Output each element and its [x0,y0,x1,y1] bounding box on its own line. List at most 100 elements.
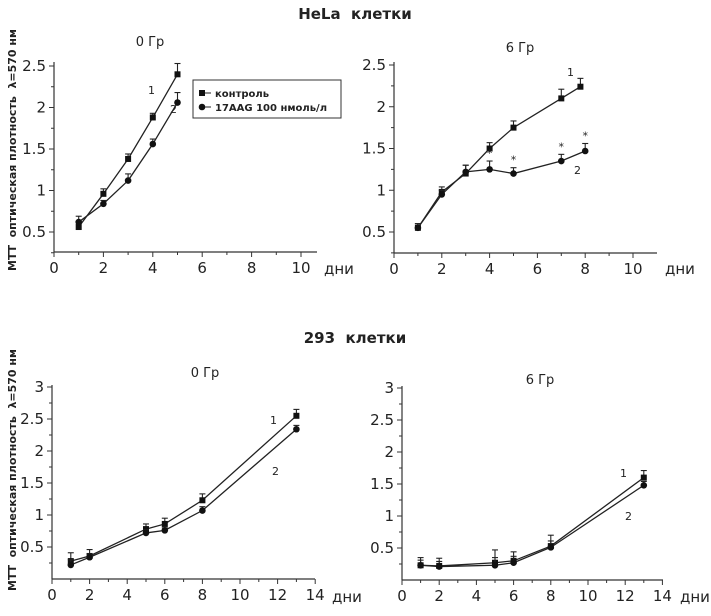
y-tick-label: 2 [384,443,394,461]
data-point-square [558,95,565,102]
data-point-circle [199,507,206,514]
y-tick-label: 0.5 [362,223,386,241]
data-point-circle [435,563,443,570]
series-line-2 [420,484,645,568]
data-point-circle [510,170,517,177]
legend: контроль 17AAG 100 нмоль/л [192,79,342,119]
data-point-circle [491,561,499,569]
group-title-293: 293 клетки [304,329,406,347]
data-point-circle [293,425,300,433]
y-tick-label: 2.5 [362,56,386,74]
y-tick-label: 2 [376,98,386,116]
x-tick-label: 2 [434,587,444,605]
series-line-2 [70,428,297,566]
legend-marker-circle [198,103,206,111]
y-tick-label: 0.5 [370,539,394,557]
y-tick-label: 1.5 [362,140,386,158]
x-tick-label: 12 [268,586,287,604]
data-point-circle [438,191,446,198]
curve-label-1: 1 [620,467,627,480]
data-point-square [174,71,181,78]
group-title-hela: HeLa клетки [298,5,412,23]
data-point-circle [486,166,493,173]
series-line-1 [420,477,645,567]
data-point-circle [547,544,555,551]
significance-asterisk: * [511,154,517,167]
data-point-circle [86,553,93,561]
data-point-square [510,124,517,131]
x-tick-label: 4 [485,260,495,278]
x-tick-label: 14 [306,586,325,604]
series-line-2 [78,102,179,223]
y-tick-label: 0.5 [22,223,46,241]
y-tick-label: 1 [34,506,44,524]
data-point-circle [510,559,517,567]
x-tick-label: 8 [546,587,556,605]
x-tick-label: 0 [49,259,59,277]
x-tick-label: 6 [197,259,207,277]
significance-asterisk: * [487,147,493,160]
x-tick-label: 10 [291,259,310,277]
x-tick-label: 6 [160,586,170,604]
data-point-circle [161,527,169,534]
x-tick-label: 10 [623,260,642,278]
panel-title: 6 Гр [506,41,535,56]
y-tick-label: 1 [384,507,394,525]
y-tick-label: 1.5 [20,474,44,492]
data-point-circle [417,561,424,569]
curve-label-2: 2 [272,465,279,478]
data-point-square [161,520,168,527]
series-line-1 [78,73,179,228]
panel-title: 6 Гр [526,373,555,388]
data-point-circle [142,529,150,537]
curve-label-2: 2 [170,103,177,116]
data-point-circle [75,218,82,226]
y-axis-label-top: МТТ оптическая плотность λ=570 нм [6,29,19,271]
x-tick-label: 0 [389,260,399,278]
chart-panel-2: 0 2 4 6 8 10 0.5 1 1.5 2 2.5 6 Гр дни 1 * * * * 2 [362,41,695,278]
x-tick-label: 8 [247,259,257,277]
chart-panel-1: 0 2 4 6 8 10 0.5 1 1.5 2 2.5 0 Гр дни 1 2 контроль 17AAG… [22,35,354,278]
data-point-circle [124,177,132,184]
y-tick-label: 2.5 [20,410,44,428]
y-tick-label: 1.5 [370,475,394,493]
data-point-square [199,497,206,504]
data-point-square [486,145,493,152]
x-tick-label: 14 [653,587,672,605]
x-tick-label: 6 [533,260,543,278]
data-point-circle [640,481,648,489]
data-point-square [100,190,107,197]
y-tick-label: 1 [36,182,46,200]
data-point-circle [414,224,422,232]
x-tick-label: 0 [47,586,57,604]
x-tick-label: 0 [397,587,407,605]
x-tick-label: 2 [99,259,109,277]
curve-label-1: 1 [567,66,574,79]
panel-title: 0 Гр [136,35,165,50]
series-line-1 [70,415,297,562]
y-tick-label: 3 [34,378,44,396]
data-point-square [293,412,300,419]
x-tick-label: 6 [509,587,519,605]
y-axis-label-bottom: МТТ оптическая плотность λ=570 нм [6,349,19,591]
x-tick-label: 10 [578,587,597,605]
y-tick-label: 3 [384,379,394,397]
data-point-circle [100,200,107,208]
curve-label-2: 2 [625,510,632,523]
x-axis-label: дни [665,260,695,278]
x-tick-label: 4 [472,587,482,605]
curve-label-1: 1 [270,414,277,427]
data-point-square [125,155,132,162]
curve-label-2: 2 [574,164,581,177]
significance-asterisk: * [582,129,588,142]
data-point-square [143,526,149,533]
legend-box [192,79,342,119]
significance-asterisk: * [559,140,565,153]
x-tick-label: 2 [85,586,95,604]
y-tick-label: 1 [376,181,386,199]
x-tick-label: 8 [580,260,590,278]
y-tick-label: 2 [36,99,46,117]
